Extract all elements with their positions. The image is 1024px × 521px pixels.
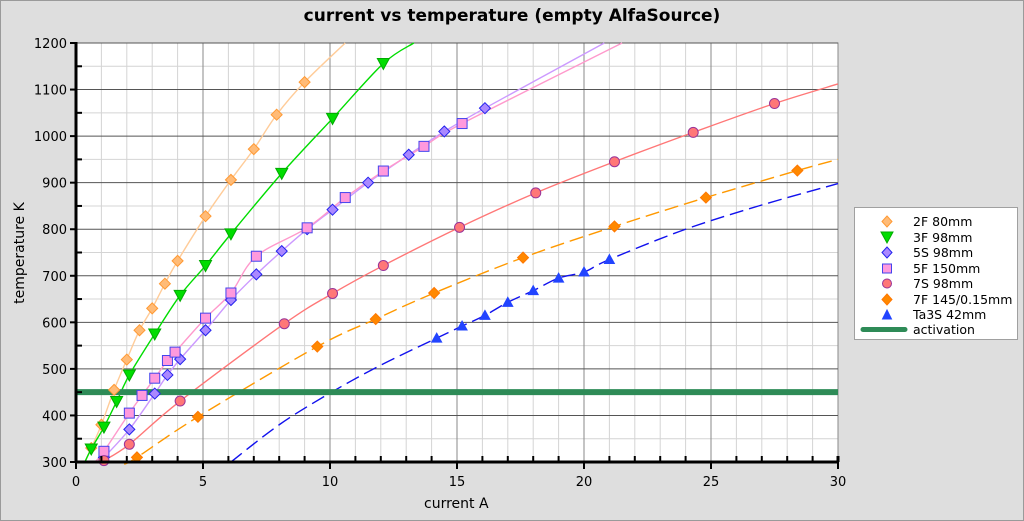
- svg-text:0: 0: [72, 475, 80, 490]
- svg-text:1200: 1200: [34, 37, 67, 52]
- legend-item-ta3s-42mm: Ta3S 42mm: [855, 307, 1019, 322]
- y-axis-label: temperature K: [12, 202, 28, 304]
- legend-item-5s-98mm: 5S 98mm: [855, 245, 1019, 260]
- svg-text:1100: 1100: [34, 84, 67, 99]
- svg-text:1000: 1000: [34, 130, 67, 145]
- legend: 2F 80mm 3F 98mm 5S 98mm 5F 150mm 7S 98mm…: [854, 207, 1018, 340]
- chart-title: current vs temperature (empty AlfaSource…: [303, 6, 721, 26]
- square-marker-icon: [882, 263, 892, 274]
- triangle-up-marker-icon: [881, 308, 893, 320]
- svg-text:700: 700: [42, 270, 67, 285]
- legend-item-2f-80mm: 2F 80mm: [855, 214, 1019, 229]
- triangle-down-marker-icon: [880, 231, 894, 245]
- svg-text:30: 30: [830, 475, 847, 490]
- legend-item-5f-150mm: 5F 150mm: [855, 261, 1019, 276]
- svg-text:600: 600: [42, 316, 67, 331]
- circle-marker-icon: [882, 278, 892, 289]
- legend-item-3f-98mm: 3F 98mm: [855, 230, 1019, 245]
- svg-text:5: 5: [199, 475, 207, 490]
- svg-text:400: 400: [42, 409, 67, 424]
- legend-item-activation: activation: [855, 322, 1019, 337]
- svg-text:10: 10: [322, 475, 339, 490]
- thick-line-icon: [860, 327, 908, 332]
- svg-text:800: 800: [42, 223, 67, 238]
- legend-item-7s-98mm: 7S 98mm: [855, 276, 1019, 291]
- x-axis-label: current A: [424, 496, 489, 512]
- svg-text:20: 20: [576, 475, 593, 490]
- svg-text:25: 25: [703, 475, 720, 490]
- legend-item-7f-145mm: 7F 145/0.15mm: [855, 292, 1019, 307]
- svg-text:300: 300: [42, 456, 67, 471]
- svg-text:900: 900: [42, 177, 67, 192]
- svg-text:15: 15: [449, 475, 466, 490]
- svg-text:500: 500: [42, 363, 67, 378]
- diamond-marker-icon: [881, 293, 893, 306]
- diamond-marker-icon: [881, 215, 893, 228]
- diamond-marker-icon: [881, 246, 893, 259]
